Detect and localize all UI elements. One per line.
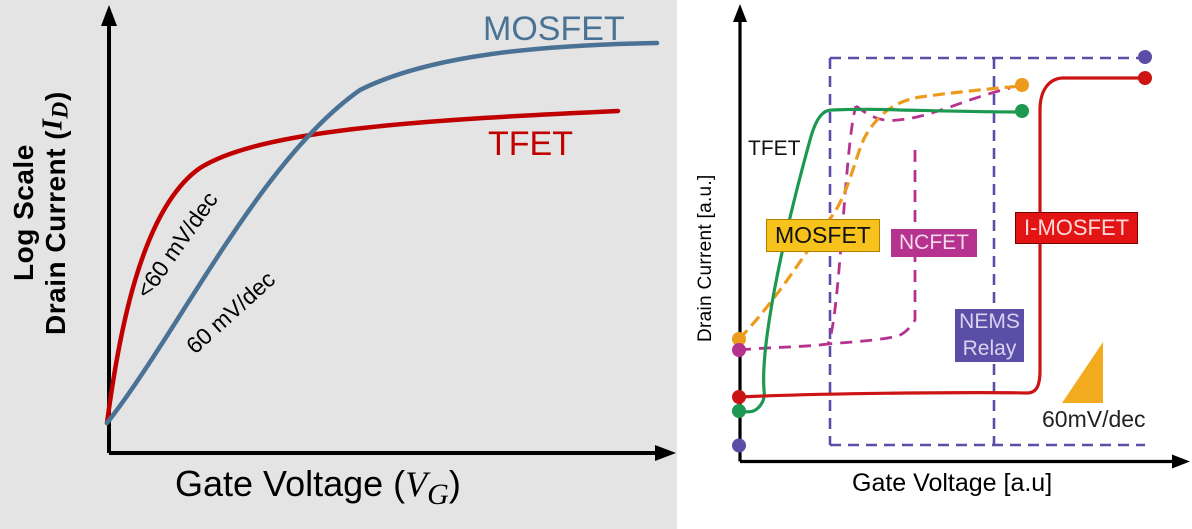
svg-text:TFET: TFET: [748, 137, 801, 160]
svg-text:MOSFET: MOSFET: [483, 10, 625, 48]
svg-text:60 mV/dec: 60 mV/dec: [181, 266, 280, 359]
svg-text:TFET: TFET: [488, 125, 573, 163]
svg-text:<60 mV/dec: <60 mV/dec: [131, 187, 223, 303]
